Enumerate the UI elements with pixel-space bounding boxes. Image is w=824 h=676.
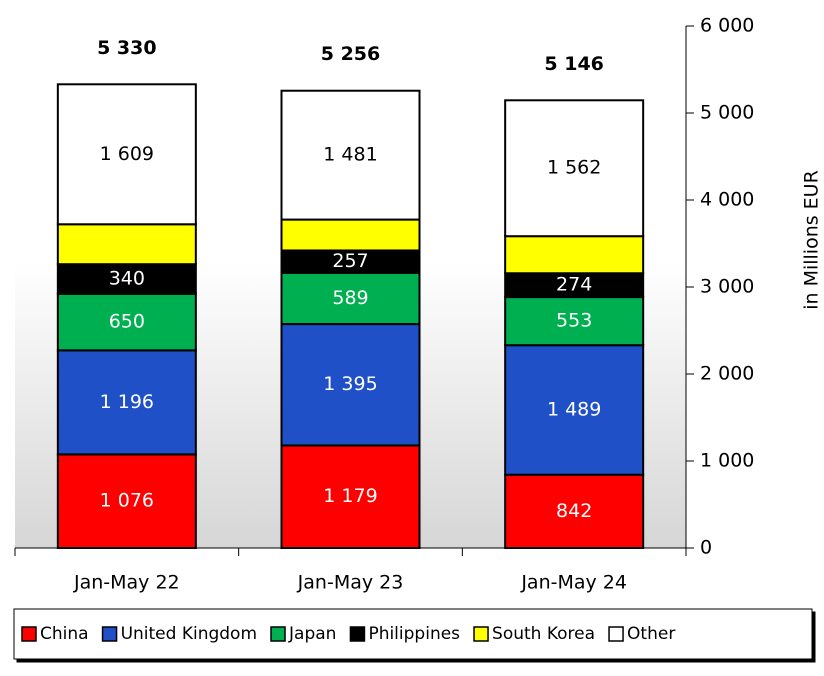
bar-segment bbox=[56, 453, 197, 549]
y-tick-label: 2 000 bbox=[700, 363, 754, 385]
y-tick-label: 6 000 bbox=[700, 15, 754, 37]
data-label: 1 196 bbox=[100, 391, 154, 413]
legend-swatch bbox=[270, 626, 286, 642]
x-tick-label: Jan-May 23 bbox=[297, 572, 404, 594]
bar-segment bbox=[504, 296, 645, 347]
bar-segment bbox=[56, 223, 197, 266]
legend-swatch bbox=[608, 626, 624, 642]
data-label: 1 609 bbox=[100, 143, 154, 165]
data-label: 340 bbox=[109, 267, 145, 289]
data-label: 274 bbox=[556, 274, 592, 296]
x-tick-label: Jan-May 22 bbox=[73, 572, 180, 594]
bar-segment bbox=[504, 344, 645, 476]
x-tick-label: Jan-May 24 bbox=[520, 572, 627, 594]
legend-swatch bbox=[21, 626, 37, 642]
data-label: 650 bbox=[109, 311, 145, 333]
bar-segment bbox=[56, 349, 197, 456]
bar-segment bbox=[56, 263, 197, 295]
data-label: 1 076 bbox=[100, 490, 154, 512]
bar-segment bbox=[280, 444, 421, 549]
data-label: 1 562 bbox=[547, 157, 601, 179]
total-label: 5 330 bbox=[97, 37, 157, 59]
bar-segment bbox=[280, 271, 421, 326]
legend-label: Other bbox=[627, 624, 675, 644]
legend-box bbox=[13, 608, 813, 660]
data-label: 1 179 bbox=[323, 485, 377, 507]
bar-segment bbox=[280, 218, 421, 252]
bar-segment bbox=[504, 99, 645, 238]
legend-swatch bbox=[349, 626, 366, 642]
total-label: 5 256 bbox=[321, 43, 381, 65]
bar-segment bbox=[280, 89, 421, 221]
bar-segment bbox=[504, 235, 645, 275]
legend-swatch bbox=[101, 626, 118, 642]
y-tick-label: 1 000 bbox=[700, 450, 754, 472]
legend-label: China bbox=[40, 624, 89, 644]
data-label: 1 395 bbox=[323, 373, 377, 395]
y-axis-title: in Millions EUR bbox=[801, 170, 823, 310]
y-tick-label: 5 000 bbox=[700, 102, 754, 124]
data-label: 553 bbox=[556, 310, 592, 332]
total-label: 5 146 bbox=[544, 53, 604, 75]
bar-segment bbox=[56, 292, 197, 352]
data-label: 1 489 bbox=[547, 398, 601, 420]
y-tick-label: 4 000 bbox=[700, 189, 754, 211]
legend-swatch bbox=[473, 626, 489, 642]
legend-label: Japan bbox=[288, 624, 336, 644]
legend-label: Philippines bbox=[368, 624, 460, 644]
bar-segment bbox=[504, 473, 645, 549]
data-label: 257 bbox=[332, 250, 368, 272]
data-label: 842 bbox=[556, 500, 592, 522]
y-tick-label: 3 000 bbox=[700, 276, 754, 298]
y-tick-label: 0 bbox=[700, 537, 712, 559]
legend-label: South Korea bbox=[492, 624, 595, 644]
bar-segment bbox=[56, 83, 197, 226]
data-label: 589 bbox=[332, 287, 368, 309]
bar-segment bbox=[280, 323, 421, 447]
legend-label: United Kingdom bbox=[121, 624, 257, 644]
data-label: 1 481 bbox=[323, 144, 377, 166]
